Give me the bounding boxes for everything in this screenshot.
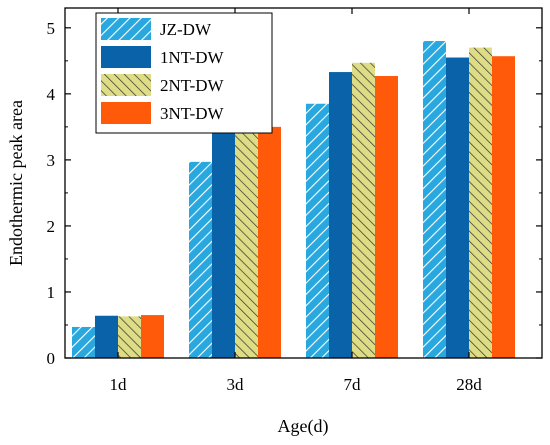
legend-swatch-1nt-dw	[101, 46, 151, 68]
bar-jz-dw-3d	[189, 161, 212, 358]
legend-swatch-jz-dw	[101, 18, 151, 40]
x-tick-label: 3d	[227, 375, 245, 394]
bar-2nt-dw-1d	[118, 316, 141, 358]
bar-1nt-dw-7d	[329, 72, 352, 358]
bar-2nt-dw-28d	[469, 47, 492, 358]
x-tick-label: 7d	[344, 375, 362, 394]
x-axis: 1d 3d 7d 28d	[110, 8, 482, 394]
x-tick-label: 1d	[110, 375, 128, 394]
legend-swatch-3nt-dw	[101, 102, 151, 124]
bar-3nt-dw-28d	[492, 56, 515, 358]
bar-1nt-dw-1d	[95, 315, 118, 358]
bar-2nt-dw-7d	[352, 62, 375, 359]
y-axis-label: Endothermic peak area	[6, 100, 26, 266]
bar-3nt-dw-7d	[375, 76, 398, 359]
y-tick-label: 3	[47, 151, 56, 170]
y-tick-label: 2	[47, 217, 56, 236]
bar-2nt-dw-3d	[235, 128, 258, 358]
bar-jz-dw-7d	[306, 103, 329, 358]
bar-1nt-dw-3d	[212, 129, 235, 358]
plot-frame	[64, 7, 543, 359]
bar-jz-dw-1d	[72, 326, 95, 358]
legend-label-3nt-dw: 3NT-DW	[160, 104, 225, 123]
bar-3nt-dw-3d	[258, 126, 281, 359]
y-tick-label: 0	[47, 349, 56, 368]
legend-label-2nt-dw: 2NT-DW	[160, 76, 225, 95]
bar-1nt-dw-28d	[446, 57, 469, 359]
bar-jz-dw-28d	[423, 41, 446, 359]
x-tick-label: 28d	[456, 375, 482, 394]
x-axis-label: Age(d)	[278, 416, 329, 437]
legend: JZ-DW 1NT-DW 2NT-DW 3NT-DW	[95, 12, 273, 134]
y-tick-label: 1	[47, 283, 56, 302]
legend-label-jz-dw: JZ-DW	[160, 20, 212, 39]
bar-3nt-dw-1d	[141, 315, 164, 358]
legend-label-1nt-dw: 1NT-DW	[160, 48, 225, 67]
y-axis: 0 1 2 3 4 5	[47, 19, 542, 368]
y-tick-label: 4	[47, 85, 56, 104]
bars	[72, 41, 515, 359]
y-tick-label: 5	[47, 19, 56, 38]
legend-swatch-2nt-dw	[101, 74, 151, 96]
